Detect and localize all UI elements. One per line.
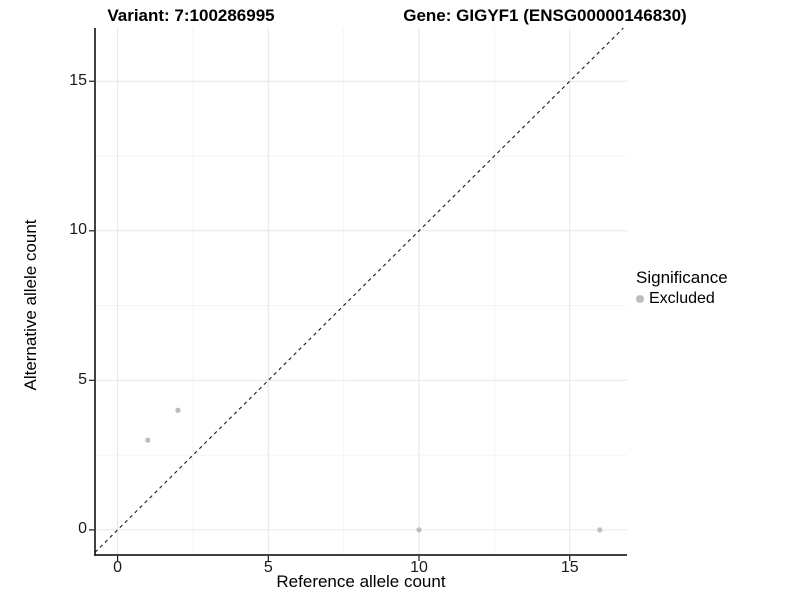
y-tick-label: 0 (78, 520, 87, 538)
y-tick-label: 5 (78, 370, 87, 388)
data-point (597, 527, 603, 533)
y-axis-title: Alternative allele count (21, 219, 40, 391)
x-tick-label: 15 (560, 559, 579, 576)
gene-title: Gene: GIGYF1 (ENSG00000146830) (403, 6, 687, 25)
variant-title: Variant: 7:100286995 (107, 6, 275, 25)
x-tick-label: 10 (410, 559, 428, 576)
x-tick-label: 5 (263, 559, 273, 576)
x-axis-title: Reference allele count (276, 572, 446, 591)
legend-title: Significance (636, 268, 728, 287)
data-point (145, 437, 151, 443)
y-tick-label: 10 (69, 221, 87, 239)
y-tick-label: 15 (69, 71, 87, 89)
legend-item-excluded: Excluded (636, 289, 728, 308)
legend: Significance Excluded (636, 268, 728, 308)
data-point (416, 527, 422, 533)
data-point (175, 407, 181, 413)
x-tick-label: 0 (113, 559, 123, 576)
identity-line (94, 27, 624, 553)
legend-item-label: Excluded (649, 290, 715, 307)
legend-point-icon (636, 294, 644, 303)
